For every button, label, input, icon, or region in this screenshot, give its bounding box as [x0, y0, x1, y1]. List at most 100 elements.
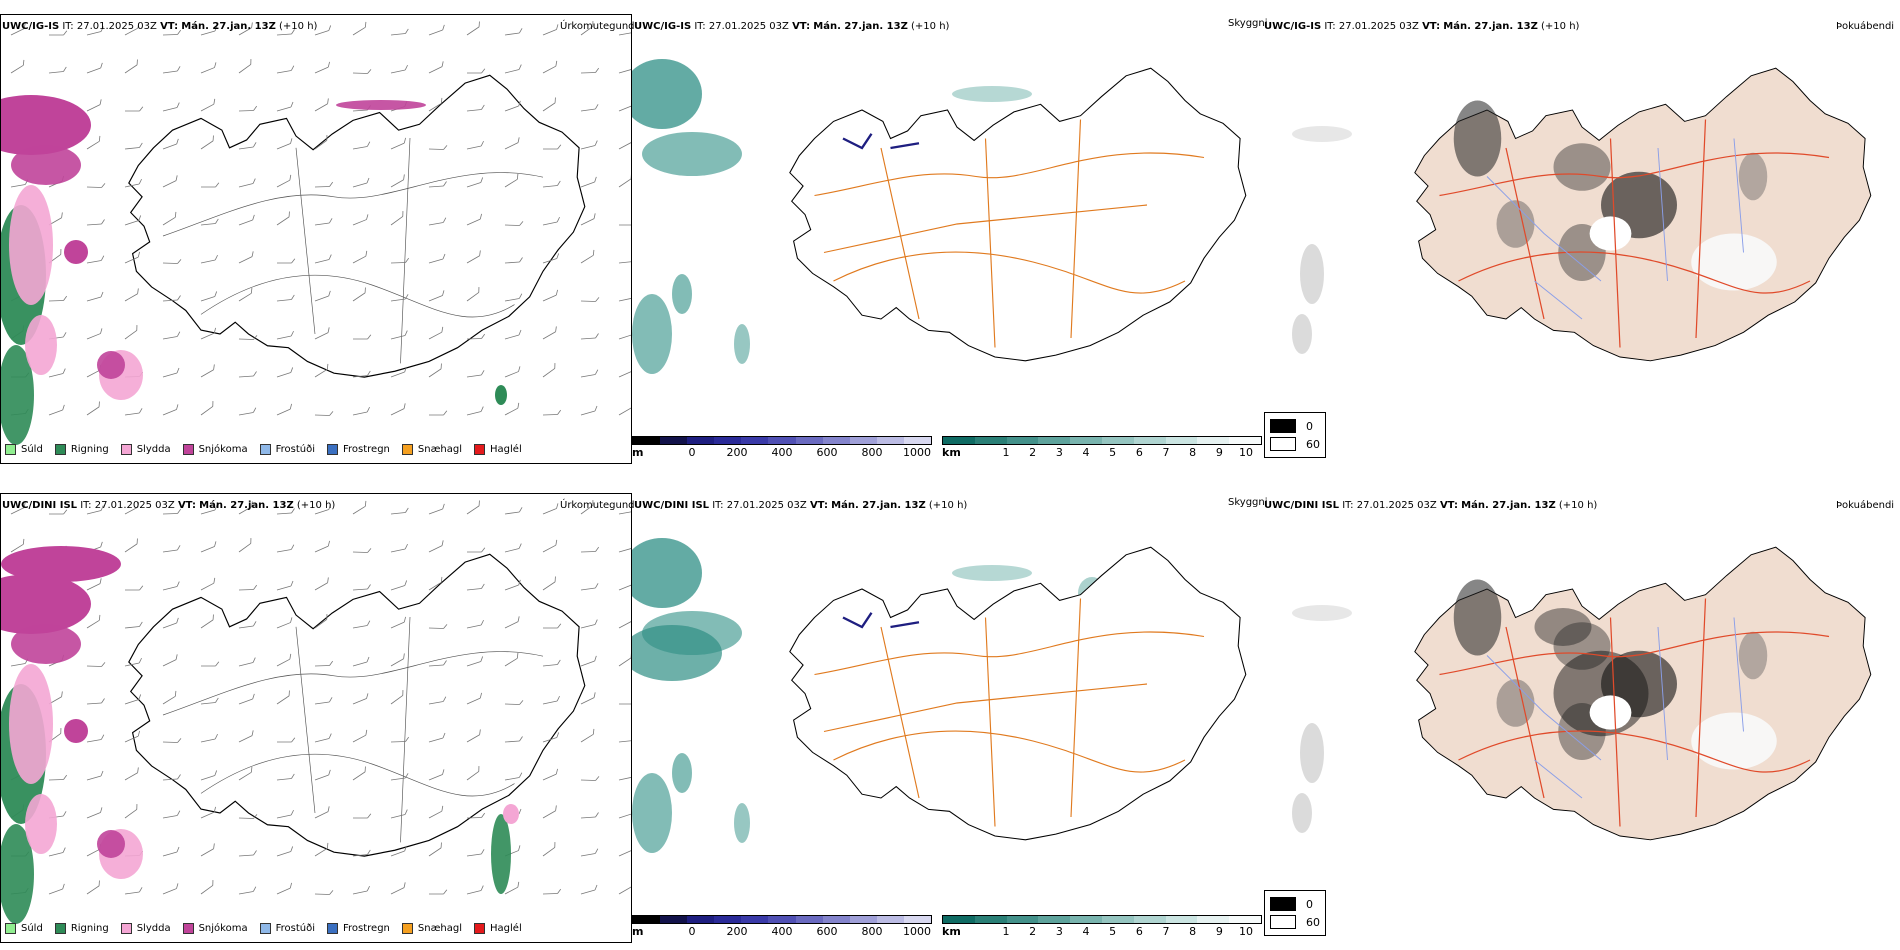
colorbar-swatch: [876, 916, 904, 923]
legend-swatch: [182, 923, 194, 934]
fog-panel-row2: [1262, 493, 1900, 943]
colorbar-tick: 400: [771, 925, 793, 938]
colorbar-tick: 1: [1002, 925, 1010, 938]
fog-legend-label: 60: [1306, 915, 1320, 929]
legend-item: Frostúði: [259, 444, 315, 455]
colorbar-swatch: [903, 916, 932, 923]
legend-swatch: [401, 923, 413, 934]
legend-item: Snjókoma: [182, 923, 248, 934]
colorbar-ticks: km 1 2 3 4 5 6 7 8 9 10: [942, 445, 1262, 459]
colorbar-swatch: [903, 437, 932, 444]
header-precip-row2: UWC/DINI ISL IT: 27.01.2025 03Z VT: Mán.…: [2, 500, 336, 511]
visibility-map: [632, 59, 1247, 374]
legend-swatch: [54, 923, 66, 934]
colorbar-tick: 3: [1055, 925, 1063, 938]
colorbar-swatch: [943, 916, 975, 923]
colorbar-swatch: [822, 437, 850, 444]
legend-item: Haglél: [474, 923, 522, 934]
precip-legend: Súld Rigning Slydda Snjókoma Frostúði Frostre…: [5, 444, 522, 455]
colorbar-swatch: [1070, 437, 1102, 444]
colorbar-swatch: [714, 437, 742, 444]
precip-type-map: [1, 500, 631, 924]
colorbar-swatch: [1197, 916, 1230, 923]
colorbar-swatch: [660, 437, 688, 444]
legend-label: Snjókoma: [198, 923, 248, 934]
title-visibility-row2: Skyggni: [1228, 497, 1268, 508]
colorbar-swatch: [633, 437, 661, 444]
colorbar-swatch: [741, 916, 769, 923]
fog-panel-row1: [1262, 14, 1900, 464]
header-fog-row2: UWC/DINI ISL IT: 27.01.2025 03Z VT: Mán.…: [1264, 500, 1598, 511]
visibility-colorbar: km 1 2 3 4 5 6 7 8 9 10: [942, 915, 1262, 938]
colorbar-swatch: [633, 916, 661, 923]
legend-item: Snjókoma: [182, 444, 248, 455]
colorbar-swatch: [822, 916, 850, 923]
colorbar-swatch: [714, 916, 742, 923]
title-precip-row2: Úrkomutegund: [560, 500, 635, 511]
colorbar-tick: 4: [1082, 446, 1090, 459]
colorbar-ticks: m 0 200 400 600 800 1000: [632, 924, 932, 938]
legend-item: Snæhagl: [401, 923, 462, 934]
legend-swatch: [259, 923, 271, 934]
colorbar-tick: 600: [816, 446, 838, 459]
colorbar-tick: 2: [1029, 446, 1037, 459]
colorbar-swatch: [1006, 437, 1039, 444]
colorbar-swatch: [876, 437, 904, 444]
colorbar-swatch: [849, 437, 877, 444]
header-precip-row1: UWC/IG-IS IT: 27.01.2025 03Z VT: Mán. 27…: [2, 21, 318, 32]
cloud-base-colorbar: m 0 200 400 600 800 1000: [632, 436, 932, 459]
colorbar-swatch: [1133, 437, 1166, 444]
legend-label: Haglél: [490, 923, 522, 934]
fog-index-map: [1292, 67, 1872, 362]
legend-item: Frostúði: [259, 923, 315, 934]
legend-item: Frostregn: [327, 444, 390, 455]
legend-swatch: [474, 444, 486, 455]
precip-type-panel-row1: Súld Rigning Slydda Snjókoma Frostúði Frostre…: [0, 14, 632, 464]
legend-swatch: [120, 444, 132, 455]
fog-legend-row: 60: [1270, 435, 1320, 453]
colorbar-unit: km: [942, 925, 961, 938]
legend-label: Slydda: [136, 444, 171, 455]
title-precip-row1: Úrkomutegund: [560, 21, 635, 32]
legend-swatch: [54, 444, 66, 455]
legend-item: Haglél: [474, 444, 522, 455]
colorbar-tick: 10: [1239, 446, 1253, 459]
colorbar-swatches: [942, 915, 1262, 924]
model-name: UWC/IG-IS: [2, 21, 60, 32]
legend-swatch: [5, 923, 16, 934]
colorbar-tick: 6: [1135, 446, 1143, 459]
colorbar-tick: 7: [1162, 925, 1170, 938]
title-fog-row1: Þokuábendi: [1836, 21, 1895, 32]
visibility-colorbar: km 1 2 3 4 5 6 7 8 9 10: [942, 436, 1262, 459]
colorbar-ticks: m 0 200 400 600 800 1000: [632, 445, 932, 459]
colorbar-tick: 400: [771, 446, 793, 459]
colorbar-swatch: [741, 437, 769, 444]
colorbar-swatch: [768, 437, 796, 444]
colorbar-tick: 600: [816, 925, 838, 938]
precip-type-map: [1, 21, 631, 445]
legend-item: Slydda: [120, 923, 171, 934]
colorbar-swatch: [1038, 437, 1071, 444]
legend-label: Frostregn: [343, 923, 390, 934]
colorbar-swatch: [1229, 437, 1261, 444]
colorbar-swatch: [849, 916, 877, 923]
colorbar-tick: 1000: [903, 925, 931, 938]
colorbar-unit: m: [632, 446, 644, 459]
colorbar-ticks: km 1 2 3 4 5 6 7 8 9 10: [942, 924, 1262, 938]
colorbar-tick: 2: [1029, 925, 1037, 938]
colorbar-swatches: [942, 436, 1262, 445]
colorbar-unit: km: [942, 446, 961, 459]
colorbar-tick: 8: [1189, 446, 1197, 459]
colorbar-tick: 10: [1239, 925, 1253, 938]
colorbar-tick: 9: [1215, 925, 1223, 938]
fog-legend-swatch: [1270, 897, 1296, 911]
header-visibility-row1: UWC/IG-IS IT: 27.01.2025 03Z VT: Mán. 27…: [634, 21, 950, 32]
colorbar-swatch: [974, 916, 1007, 923]
header-fog-row1: UWC/IG-IS IT: 27.01.2025 03Z VT: Mán. 27…: [1264, 21, 1580, 32]
colorbar-tick: 5: [1109, 446, 1117, 459]
colorbar-swatch: [1197, 437, 1230, 444]
colorbar-tick: 1000: [903, 446, 931, 459]
visibility-panel-row1: [632, 14, 1262, 464]
colorbar-swatch: [1070, 916, 1102, 923]
fog-legend-swatch: [1270, 437, 1296, 451]
